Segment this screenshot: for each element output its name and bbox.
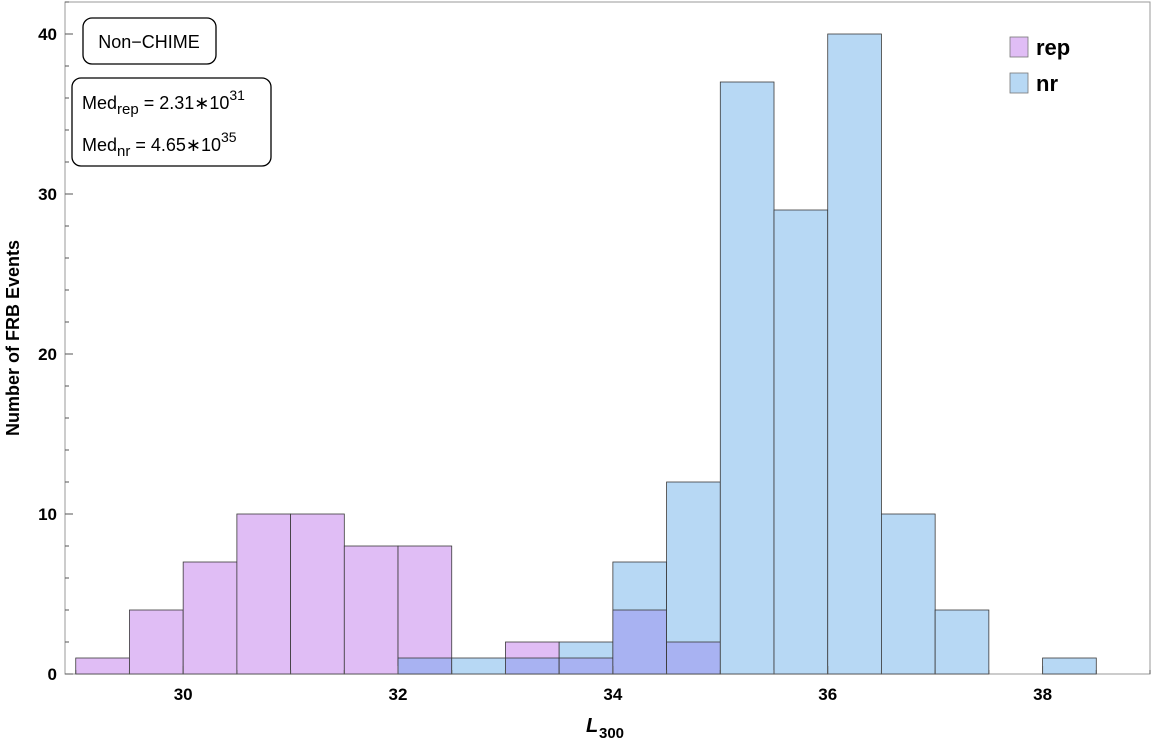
median-rep-exp: 31 xyxy=(229,87,245,103)
bar-nr-7 xyxy=(451,657,506,675)
bar-rep-5 xyxy=(343,545,399,675)
y-tick-label-0: 0 xyxy=(48,665,57,684)
bar-overlap-10 xyxy=(612,609,667,675)
median-nr-base: Med xyxy=(82,135,117,155)
y-axis-title: Number of FRB Events xyxy=(3,240,23,436)
legend-swatch-rep xyxy=(1009,36,1029,58)
median-rep-sub: rep xyxy=(117,101,139,118)
x-axis-title: L 300 xyxy=(586,715,624,740)
dataset-label: Non−CHIME xyxy=(98,32,200,52)
x-tick-label-32: 32 xyxy=(389,685,408,704)
legend-label-rep: rep xyxy=(1036,35,1070,60)
bar-nr-13 xyxy=(773,209,829,675)
bar-nr-15 xyxy=(881,513,936,675)
annotation-box-medians: Medrep = 2.31∗1031 Mednr = 4.65∗1035 xyxy=(71,77,272,167)
x-axis-title-sub: 300 xyxy=(599,725,624,740)
legend-label-nr: nr xyxy=(1036,71,1058,96)
bar-nr-16 xyxy=(934,609,990,675)
ticks-group: 30 32 34 36 38 0 10 20 30 40 xyxy=(38,1,1151,704)
bar-rep-0 xyxy=(75,657,130,675)
median-nr-exp: 35 xyxy=(221,129,237,145)
y-tick-label-20: 20 xyxy=(38,345,57,364)
bar-rep-2 xyxy=(182,561,238,675)
x-tick-label-38: 38 xyxy=(1033,685,1052,704)
median-rep-text: Medrep = 2.31∗1031 xyxy=(82,87,245,118)
x-tick-label-34: 34 xyxy=(603,685,622,704)
median-rep-base: Med xyxy=(82,93,117,113)
median-nr-value: = 4.65∗10 xyxy=(130,135,221,155)
bar-overlap-9 xyxy=(558,657,614,675)
y-tick-label-40: 40 xyxy=(38,25,57,44)
bar-nr-12 xyxy=(719,81,775,675)
y-tick-label-30: 30 xyxy=(38,185,57,204)
legend: rep nr xyxy=(1009,35,1070,96)
x-axis-title-main: L xyxy=(586,715,598,737)
bars-group xyxy=(75,33,1097,675)
bar-rep-6 xyxy=(397,545,453,675)
y-tick-label-10: 10 xyxy=(38,505,57,524)
median-nr-text: Mednr = 4.65∗1035 xyxy=(82,129,237,160)
x-tick-label-30: 30 xyxy=(174,685,193,704)
bar-overlap-8 xyxy=(505,657,560,675)
bar-nr-18 xyxy=(1042,657,1097,675)
bar-overlap-11 xyxy=(666,641,721,675)
bar-nr-14 xyxy=(827,33,882,675)
bar-rep-3 xyxy=(236,513,291,675)
median-nr-sub: nr xyxy=(117,143,130,160)
bar-rep-4 xyxy=(290,513,345,675)
legend-swatch-nr xyxy=(1009,72,1029,94)
median-rep-value: = 2.31∗10 xyxy=(139,93,230,113)
x-tick-label-36: 36 xyxy=(818,685,837,704)
bar-overlap-6 xyxy=(397,657,453,675)
bar-rep-1 xyxy=(129,609,184,675)
annotation-box-dataset: Non−CHIME xyxy=(82,17,217,65)
